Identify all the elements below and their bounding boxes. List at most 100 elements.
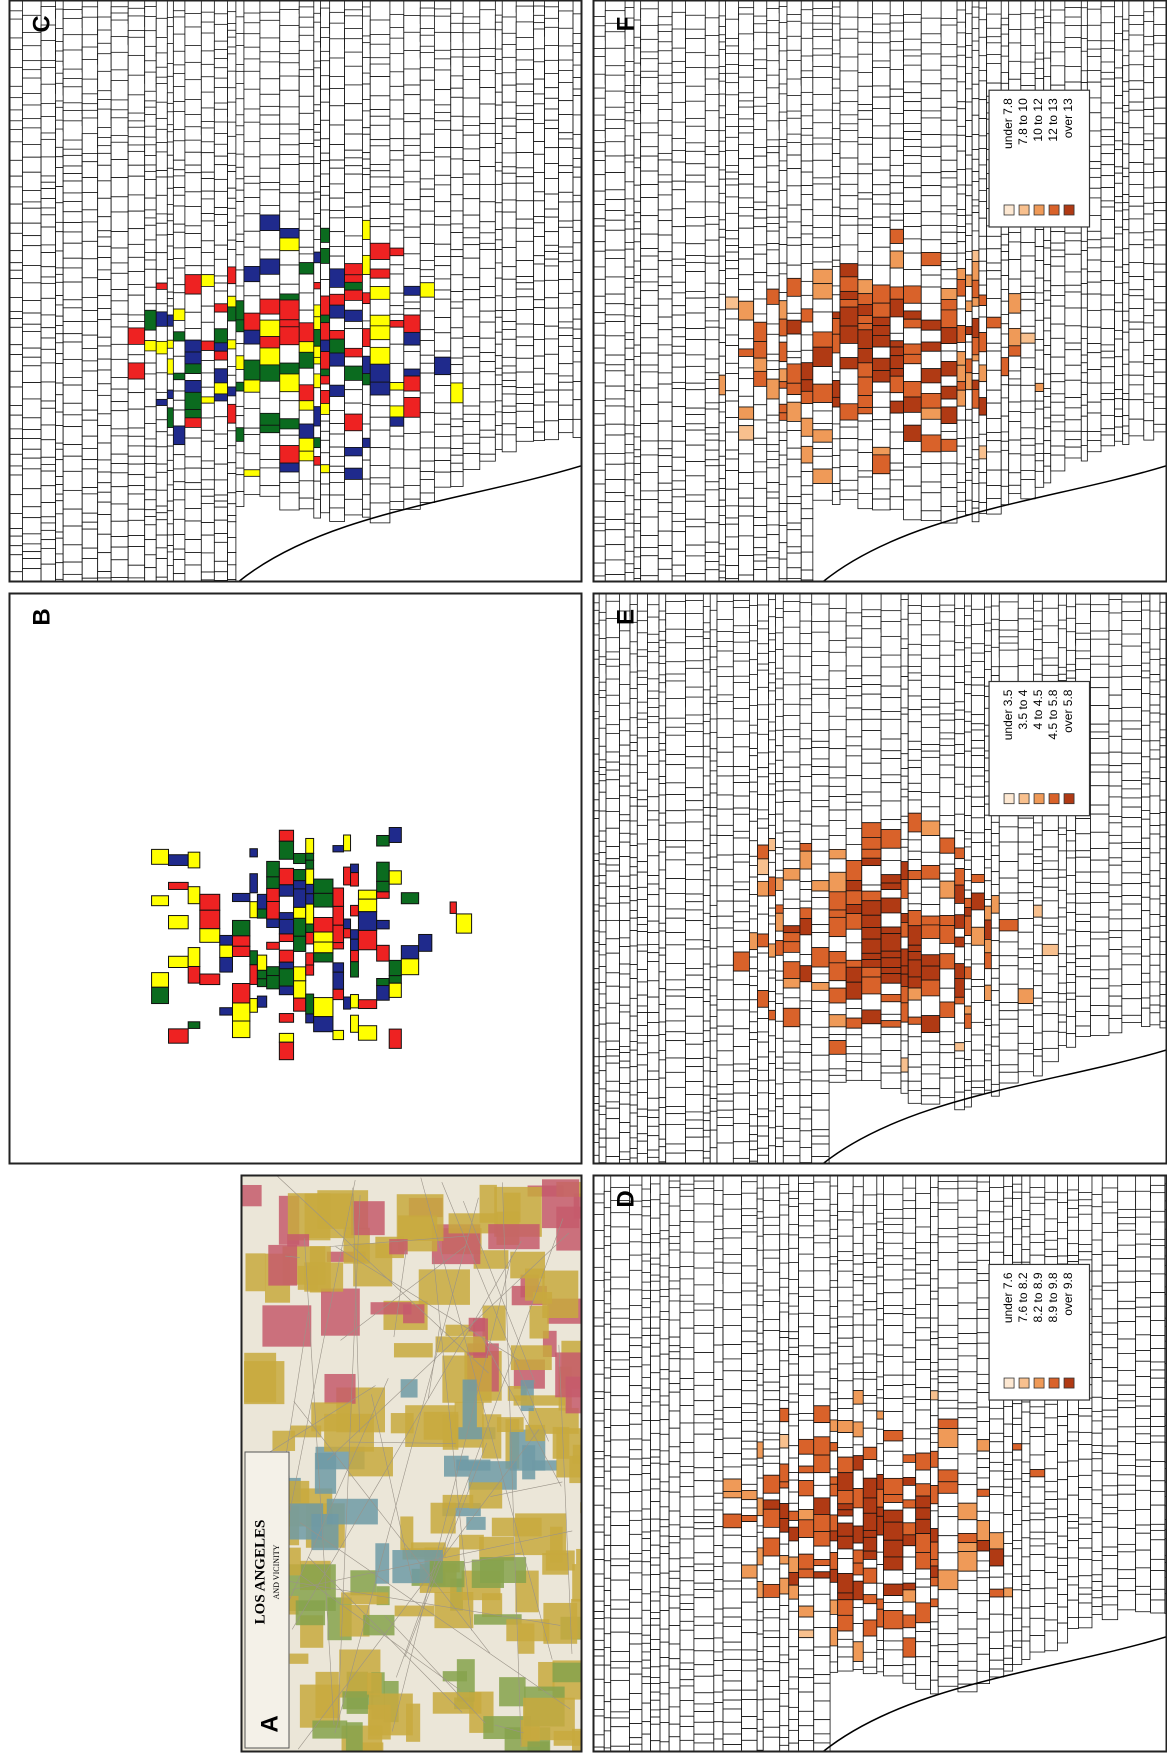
- tract: [853, 1281, 863, 1295]
- tract: [1151, 1600, 1165, 1613]
- tract: [1092, 1552, 1102, 1561]
- tract: [185, 521, 201, 540]
- tract: [451, 116, 463, 130]
- tract: [1045, 1249, 1058, 1256]
- tract: [314, 111, 321, 125]
- tract: [344, 929, 351, 938]
- tract: [463, 290, 480, 300]
- tract: [321, 369, 330, 376]
- tract: [228, 423, 236, 431]
- tract: [167, 235, 173, 247]
- tract: [128, 464, 145, 475]
- tract: [534, 62, 545, 79]
- tract: [780, 1544, 789, 1555]
- tract: [545, 73, 559, 87]
- tract: [838, 1657, 853, 1671]
- tract: [1022, 1538, 1030, 1557]
- tract: [559, 247, 574, 253]
- tract: [516, 91, 533, 105]
- tract: [723, 1535, 742, 1548]
- tract: [63, 212, 82, 223]
- tract: [769, 1064, 776, 1081]
- tract: [977, 1359, 990, 1375]
- tract: [783, 1113, 800, 1128]
- tract: [236, 154, 244, 167]
- tract: [763, 1711, 779, 1727]
- tract: [838, 1523, 853, 1536]
- tract: [345, 310, 363, 321]
- tract: [294, 881, 306, 889]
- tract: [883, 1441, 902, 1451]
- tract: [606, 1050, 619, 1056]
- tract: [733, 1029, 749, 1047]
- tract: [637, 844, 647, 862]
- tract: [763, 1699, 779, 1711]
- tract: [599, 1147, 606, 1163]
- tract: [593, 1656, 604, 1665]
- tract: [903, 1615, 916, 1628]
- tract: [606, 811, 619, 828]
- tract: [599, 1024, 606, 1042]
- tract: [630, 901, 637, 911]
- tract: [604, 1647, 611, 1665]
- tract: [330, 218, 345, 232]
- tract: [838, 1573, 853, 1592]
- map-zone: [287, 1234, 309, 1246]
- tract: [214, 507, 227, 520]
- tract: [545, 217, 559, 232]
- tract: [1068, 1441, 1079, 1461]
- tract: [404, 114, 420, 122]
- tract: [1004, 1452, 1013, 1464]
- tract: [1151, 1436, 1165, 1442]
- tract: [651, 1373, 660, 1390]
- tract: [637, 951, 647, 969]
- tract: [863, 1310, 877, 1325]
- tract: [167, 501, 173, 511]
- tract: [173, 445, 185, 455]
- tract: [814, 1514, 830, 1531]
- tract: [463, 125, 480, 135]
- tract: [916, 1243, 931, 1253]
- tract: [63, 282, 82, 300]
- tract: [516, 84, 533, 91]
- tract: [41, 245, 56, 253]
- tract: [404, 450, 420, 468]
- map-zone: [424, 1412, 459, 1440]
- tract: [1022, 1474, 1030, 1482]
- tract: [333, 846, 344, 852]
- tract: [214, 434, 227, 448]
- tract: [56, 316, 64, 325]
- tract: [800, 966, 812, 982]
- tract: [769, 1020, 776, 1036]
- tract: [362, 479, 370, 495]
- tract: [345, 468, 363, 479]
- tract: [723, 1325, 742, 1344]
- tract: [642, 1466, 651, 1474]
- tract: [783, 979, 800, 989]
- tract: [604, 1591, 611, 1606]
- tract: [637, 1141, 647, 1153]
- tract: [220, 945, 233, 957]
- map-zone: [466, 1517, 485, 1530]
- tract: [789, 1458, 799, 1472]
- tract: [330, 287, 345, 294]
- tract: [390, 436, 404, 449]
- tract: [958, 1372, 977, 1390]
- tract: [250, 999, 258, 1013]
- tract: [434, 448, 450, 461]
- tract: [156, 399, 167, 405]
- tract: [128, 536, 145, 547]
- tract: [903, 1665, 916, 1674]
- tract: [789, 1414, 799, 1426]
- tract: [694, 1589, 714, 1597]
- tract: [749, 809, 757, 821]
- tract: [814, 1334, 830, 1348]
- tract: [280, 345, 299, 363]
- tract: [812, 909, 829, 925]
- tract: [694, 1529, 714, 1536]
- tract: [516, 153, 533, 168]
- tract: [710, 1072, 717, 1087]
- tract: [830, 1496, 838, 1515]
- tract: [723, 1467, 742, 1479]
- tract: [763, 1456, 779, 1463]
